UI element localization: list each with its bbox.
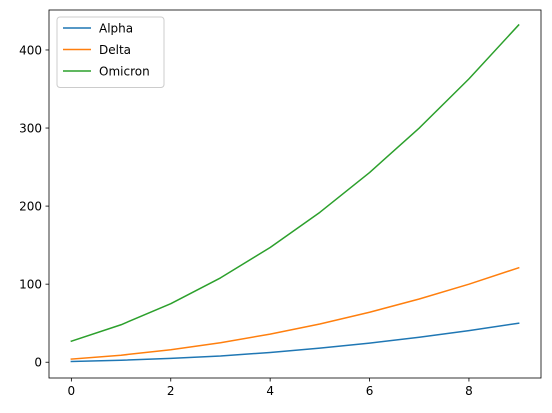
y-tick-label: 200 xyxy=(19,199,42,213)
series-layer xyxy=(70,23,520,363)
legend-box xyxy=(56,16,165,88)
legend-label-delta: Delta xyxy=(99,43,131,57)
y-tick-label: 300 xyxy=(19,121,42,135)
x-tick-label: 2 xyxy=(167,384,175,398)
series-line-omicron xyxy=(70,23,520,343)
ticks-layer: 0 2 4 6 8 0 100 200 300 400 xyxy=(19,43,473,398)
legend-label-alpha: Alpha xyxy=(99,21,133,35)
series-line-alpha xyxy=(70,322,520,363)
y-tick-label: 0 xyxy=(34,356,42,370)
x-tick-label: 4 xyxy=(266,384,274,398)
series-line-delta xyxy=(70,266,520,360)
axes-frame xyxy=(48,9,542,379)
x-tick-label: 0 xyxy=(68,384,76,398)
axes-layer xyxy=(48,9,542,379)
x-tick-label: 6 xyxy=(366,384,374,398)
x-tick-label: 8 xyxy=(465,384,473,398)
legend: Alpha Delta Omicron xyxy=(56,16,165,88)
y-tick-label: 400 xyxy=(19,43,42,57)
y-tick-label: 100 xyxy=(19,277,42,291)
legend-label-omicron: Omicron xyxy=(99,64,150,78)
